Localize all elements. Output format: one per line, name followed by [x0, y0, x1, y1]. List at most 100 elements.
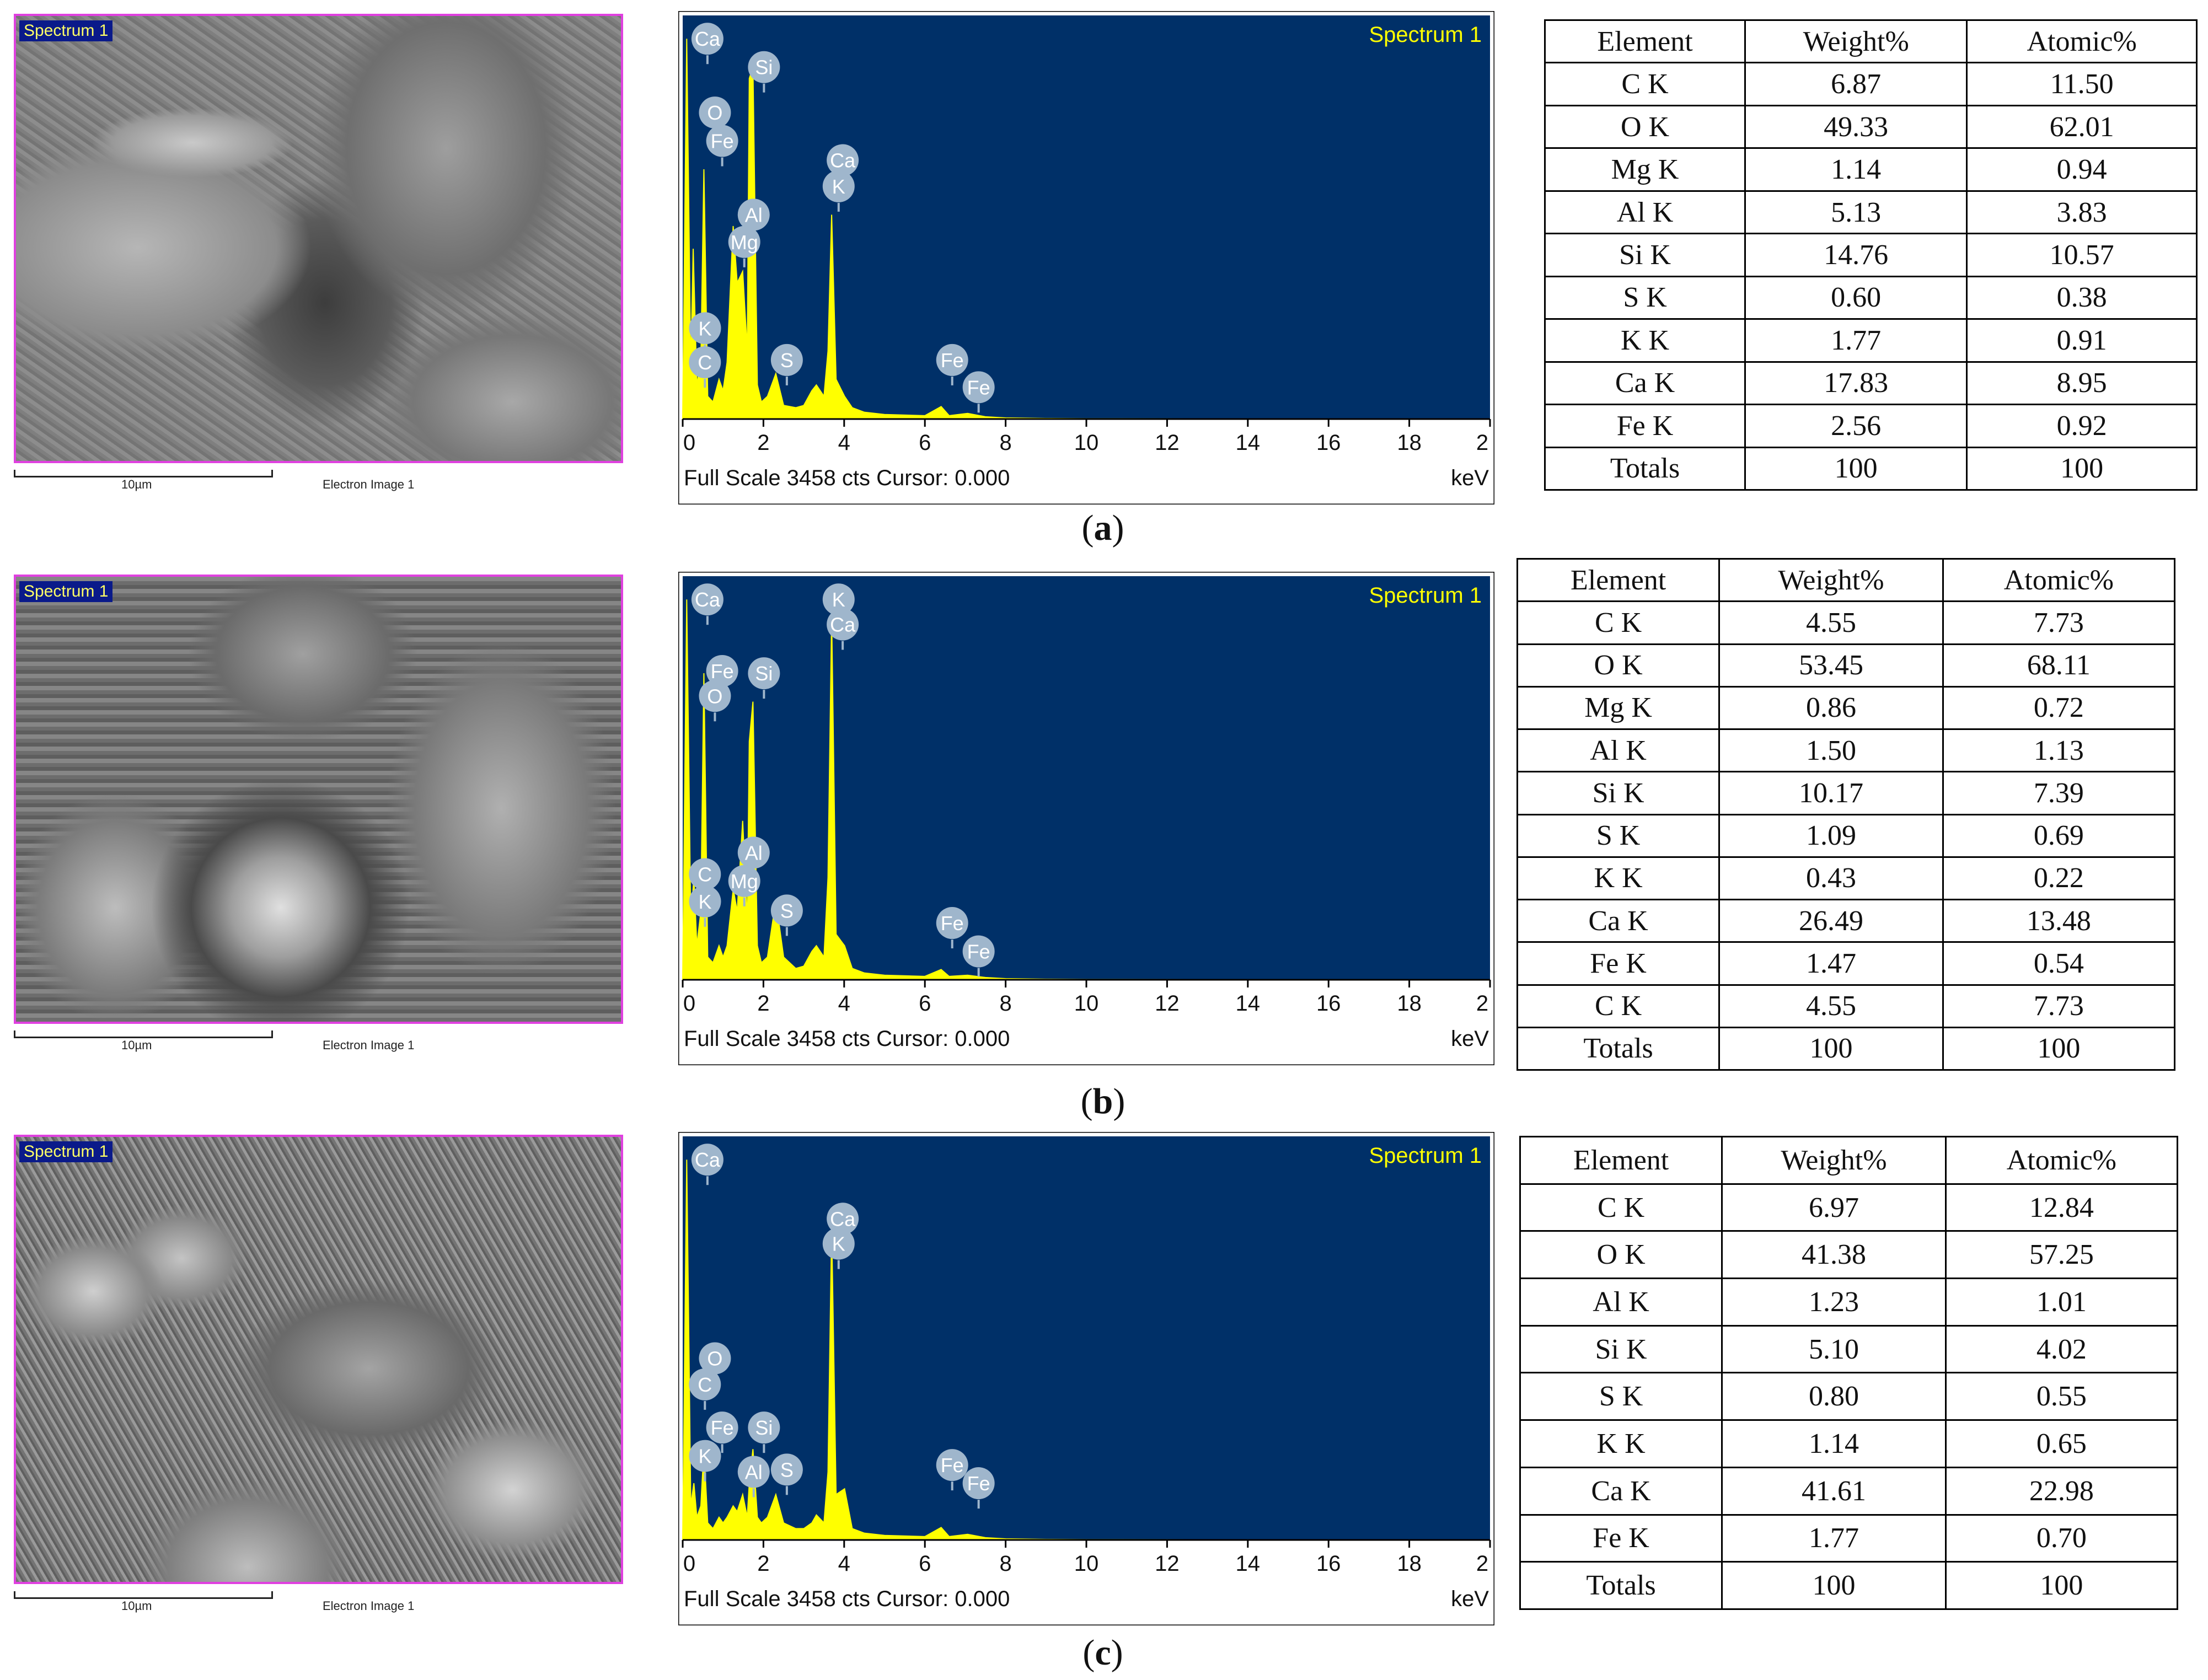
peak-label-badge	[822, 1227, 855, 1260]
x-axis-label: keV	[1451, 1027, 1489, 1051]
table-cell: 0.86	[1718, 685, 1944, 731]
composition-table-c: Element Weight% Atomic% C K 6.97 12.84 O K 41.3…	[1519, 1136, 2179, 1610]
spectrum-svg: 0 2 4 6 8 10 12 14 16 18 2 Full Scale 3458 cts Curs…	[678, 572, 1494, 1065]
scale-bar: 10µm	[14, 1030, 273, 1053]
x-tick-label: 10	[1074, 431, 1099, 455]
table-row: Ca K 17.83 8.95	[1544, 361, 2198, 406]
peak-label-text: Fe	[941, 1454, 964, 1477]
peak-label: C	[689, 346, 721, 388]
table-row: S K 0.80 0.55	[1519, 1372, 2179, 1421]
peak-label-badge	[748, 51, 780, 83]
sem-image-b: Spectrum 1	[14, 575, 623, 1024]
table-cell: 0.70	[1944, 1513, 2179, 1563]
spectrum-footer: Full Scale 3458 cts Cursor: 0.000	[684, 466, 1010, 490]
table-row: Totals 100 100	[1519, 1561, 2179, 1610]
peak-label-badge	[770, 1453, 803, 1486]
table-cell: Si K	[1544, 233, 1746, 277]
sem-spectrum-tag: Spectrum 1	[19, 581, 113, 602]
sem-image-c: Spectrum 1	[14, 1135, 623, 1584]
table-cell: 7.73	[1942, 600, 2176, 645]
peak-label-badge	[691, 23, 724, 55]
x-tick-label: 8	[999, 431, 1011, 455]
x-tick-label: 18	[1397, 991, 1422, 1016]
table-cell: 41.38	[1721, 1230, 1947, 1280]
x-tick-label: 0	[683, 1552, 695, 1576]
table-row: Mg K 1.14 0.94	[1544, 147, 2198, 192]
peak-label-badge	[691, 583, 724, 616]
table-cell: 100	[1942, 1026, 2176, 1071]
table-cell: 4.55	[1718, 984, 1944, 1028]
peak-label: Ca	[691, 583, 724, 625]
table-cell: S K	[1544, 275, 1746, 320]
table-cell: O K	[1519, 1230, 1723, 1280]
scale-bar-line	[14, 470, 273, 477]
peak-label-badge	[728, 865, 760, 897]
peak-label: Fe	[936, 907, 968, 949]
peak-label-badge	[748, 657, 780, 690]
peak-label-badge	[689, 885, 721, 917]
table-cell: 10.17	[1718, 771, 1944, 815]
table-cell: 6.87	[1744, 62, 1968, 106]
table-cell: 10.57	[1966, 233, 2198, 277]
peak-label-text: C	[698, 351, 712, 374]
peak-label-badge	[822, 170, 855, 202]
peak-label: Si	[748, 51, 780, 93]
table-row: O K 49.33 62.01	[1544, 104, 2198, 149]
table-cell: 5.13	[1744, 190, 1968, 235]
column-header: Weight%	[1744, 19, 1968, 64]
table-cell: C K	[1516, 600, 1721, 645]
composition-table-a: Element Weight% Atomic% C K 6.87 11.50 O K 49.3…	[1544, 19, 2198, 491]
peak-label-text: Fe	[941, 349, 964, 372]
caption-letter: c	[1095, 1633, 1111, 1673]
table-cell: 53.45	[1718, 643, 1944, 688]
table-cell: 1.23	[1721, 1278, 1947, 1327]
table-row: Totals 100 100	[1544, 446, 2198, 491]
table-cell: 0.60	[1744, 275, 1968, 320]
table-row: S K 1.09 0.69	[1516, 813, 2176, 858]
caption-letter: b	[1092, 1081, 1113, 1121]
table-cell: 2.56	[1744, 404, 1968, 448]
table-cell: 3.83	[1966, 190, 2198, 235]
spectrum-a: 0 2 4 6 8 10 12 14 16 18 2 Full Scale 3458 cts Curs…	[678, 11, 1494, 504]
peak-label-text: Ca	[695, 1148, 721, 1171]
x-tick-label: 2	[1476, 1552, 1488, 1576]
table-cell: 41.61	[1721, 1466, 1947, 1516]
peak-label-text: O	[707, 685, 722, 707]
spectrum-title: Spectrum 1	[1369, 23, 1482, 47]
peak-label-text: Al	[745, 841, 763, 864]
x-tick-label: 8	[999, 991, 1011, 1016]
table-row: O K 41.38 57.25	[1519, 1230, 2179, 1280]
column-header: Weight%	[1721, 1136, 1947, 1185]
peak-label: Fe	[962, 1467, 995, 1509]
table-cell: 4.55	[1718, 600, 1944, 645]
peak-label: Fe	[936, 1449, 968, 1491]
peak-label-text: K	[832, 588, 845, 611]
peak-label: Mg	[728, 226, 760, 267]
peak-label-text: S	[780, 349, 794, 372]
x-tick-label: 14	[1236, 431, 1261, 455]
table-cell: 100	[1944, 1561, 2179, 1610]
peak-label-text: Fe	[967, 1472, 990, 1495]
peak-label: K	[689, 1440, 721, 1482]
table-row: Mg K 0.86 0.72	[1516, 685, 2176, 731]
peak-label-badge	[706, 125, 738, 157]
table-cell: 1.77	[1721, 1513, 1947, 1563]
peak-label-badge	[689, 1368, 721, 1400]
table-cell: Ca K	[1544, 361, 1746, 406]
peak-label-text: K	[698, 890, 711, 913]
peak-label: O	[699, 680, 731, 722]
table-cell: Al K	[1519, 1278, 1723, 1327]
column-header: Atomic%	[1966, 19, 2198, 64]
peak-label-text: Mg	[731, 231, 758, 254]
table-row: Al K 1.50 1.13	[1516, 728, 2176, 773]
table-cell: 22.98	[1944, 1466, 2179, 1516]
table-body: Element Weight% Atomic% C K 6.87 11.50 O K 49.3…	[1544, 19, 2198, 491]
table-row: K K 1.14 0.65	[1519, 1419, 2179, 1468]
table-cell: O K	[1516, 643, 1721, 688]
peak-label-text: Fe	[711, 1416, 734, 1439]
table-row: Al K 5.13 3.83	[1544, 190, 2198, 235]
spectrum-c: 0 2 4 6 8 10 12 14 16 18 2 Full Scale 3458 cts Curs…	[678, 1132, 1494, 1625]
table-cell: 0.54	[1942, 941, 2176, 986]
column-header: Atomic%	[1944, 1136, 2179, 1185]
peak-label-text: Fe	[711, 130, 734, 153]
